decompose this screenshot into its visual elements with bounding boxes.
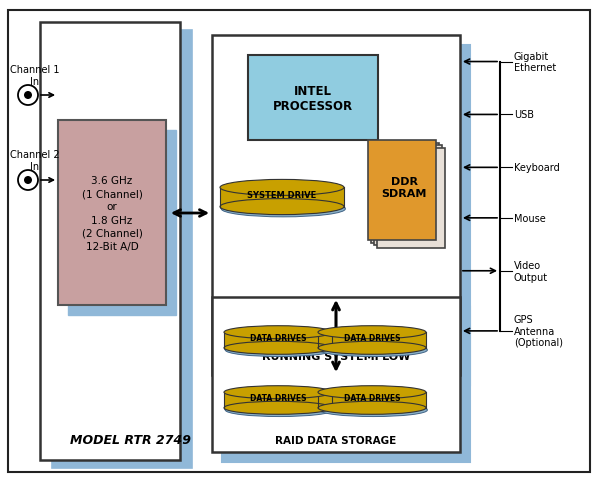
Ellipse shape bbox=[220, 199, 344, 215]
Text: RAID DATA STORAGE: RAID DATA STORAGE bbox=[275, 435, 397, 445]
Bar bbox=[212, 36, 460, 375]
Ellipse shape bbox=[319, 404, 427, 417]
Ellipse shape bbox=[226, 404, 334, 417]
Text: Gigabit
Ethernet: Gigabit Ethernet bbox=[514, 52, 556, 73]
Bar bbox=[68, 131, 176, 315]
Text: DATA DRIVES: DATA DRIVES bbox=[250, 394, 306, 403]
Text: DATA DRIVES: DATA DRIVES bbox=[250, 334, 306, 343]
Ellipse shape bbox=[226, 344, 334, 357]
Text: Channel 2
In: Channel 2 In bbox=[10, 150, 59, 171]
Text: SYSTEM DRIVE: SYSTEM DRIVE bbox=[247, 191, 317, 200]
Text: HOST PROCESSOR
RUNNING SYSTEMFLOW: HOST PROCESSOR RUNNING SYSTEMFLOW bbox=[262, 339, 410, 361]
Bar bbox=[222, 46, 470, 385]
Text: DDR
SDRAM: DDR SDRAM bbox=[382, 177, 427, 198]
Ellipse shape bbox=[319, 342, 427, 355]
Bar bbox=[374, 146, 442, 245]
Ellipse shape bbox=[221, 202, 346, 217]
Text: Keyboard: Keyboard bbox=[514, 163, 560, 173]
Bar bbox=[58, 121, 166, 305]
Bar bbox=[318, 333, 426, 348]
Bar bbox=[220, 188, 344, 207]
Text: INTEL
PROCESSOR: INTEL PROCESSOR bbox=[273, 85, 353, 113]
Ellipse shape bbox=[318, 342, 426, 355]
Bar bbox=[371, 143, 439, 243]
Bar bbox=[248, 56, 378, 141]
Ellipse shape bbox=[224, 326, 332, 339]
Text: 3.6 GHz
(1 Channel)
or
1.8 GHz
(2 Channel)
12-Bit A/D: 3.6 GHz (1 Channel) or 1.8 GHz (2 Channe… bbox=[82, 176, 142, 252]
Bar bbox=[224, 333, 332, 348]
Bar bbox=[52, 31, 192, 468]
Ellipse shape bbox=[318, 326, 426, 339]
Ellipse shape bbox=[318, 386, 426, 399]
Bar bbox=[222, 307, 470, 462]
Bar bbox=[377, 148, 445, 248]
Ellipse shape bbox=[319, 402, 427, 415]
Bar bbox=[318, 392, 426, 408]
Bar bbox=[212, 298, 460, 452]
Text: Video
Output: Video Output bbox=[514, 261, 548, 282]
Ellipse shape bbox=[225, 403, 333, 416]
Text: USB: USB bbox=[514, 110, 534, 120]
Text: Channel 1
In: Channel 1 In bbox=[10, 65, 59, 86]
Text: MODEL RTR 2749: MODEL RTR 2749 bbox=[70, 433, 191, 446]
Circle shape bbox=[24, 92, 32, 100]
Ellipse shape bbox=[319, 344, 427, 357]
Text: DATA DRIVES: DATA DRIVES bbox=[344, 334, 400, 343]
Ellipse shape bbox=[224, 402, 332, 415]
Ellipse shape bbox=[319, 343, 427, 356]
Ellipse shape bbox=[220, 180, 344, 196]
Bar bbox=[368, 141, 436, 240]
Ellipse shape bbox=[224, 342, 332, 355]
Bar bbox=[40, 23, 180, 460]
Bar bbox=[224, 392, 332, 408]
Ellipse shape bbox=[319, 403, 427, 416]
Text: DATA DRIVES: DATA DRIVES bbox=[344, 394, 400, 403]
Ellipse shape bbox=[225, 343, 333, 356]
Ellipse shape bbox=[220, 200, 344, 216]
Ellipse shape bbox=[224, 401, 332, 414]
Ellipse shape bbox=[221, 201, 345, 216]
Circle shape bbox=[24, 177, 32, 185]
Ellipse shape bbox=[224, 386, 332, 399]
Text: Mouse: Mouse bbox=[514, 214, 546, 223]
Text: GPS
Antenna
(Optional): GPS Antenna (Optional) bbox=[514, 314, 563, 348]
Ellipse shape bbox=[224, 342, 332, 355]
Ellipse shape bbox=[318, 401, 426, 414]
